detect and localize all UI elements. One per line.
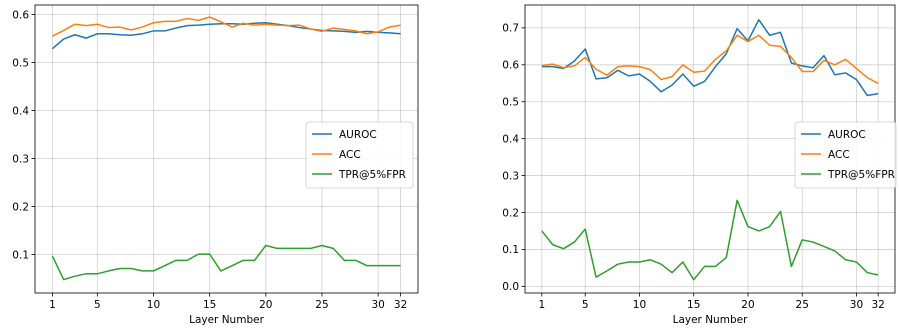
legend-label: ACC bbox=[339, 149, 361, 161]
x-tick-label: 10 bbox=[147, 299, 160, 311]
legend-label: TPR@5%FPR bbox=[827, 169, 895, 181]
y-tick-label: 0.6 bbox=[12, 9, 29, 21]
x-tick-label: 1 bbox=[49, 299, 56, 311]
legend-box bbox=[305, 121, 414, 189]
x-tick-label: 25 bbox=[796, 299, 809, 311]
series-line-acc bbox=[52, 16, 401, 37]
x-tick-label: 15 bbox=[687, 299, 700, 311]
legend-box bbox=[794, 121, 897, 189]
x-tick-label: 25 bbox=[315, 299, 328, 311]
y-tick-label: 0.3 bbox=[12, 153, 29, 165]
series-line-auroc bbox=[541, 19, 879, 97]
series-line-tpr-5-fpr bbox=[541, 199, 879, 281]
y-tick-label: 0.7 bbox=[502, 23, 519, 35]
series-line-tpr-5-fpr bbox=[51, 244, 401, 281]
x-axis-label: Layer Number bbox=[189, 314, 264, 326]
series-line-acc bbox=[541, 34, 879, 84]
legend-label: ACC bbox=[828, 149, 850, 161]
y-tick-label: 0.2 bbox=[12, 201, 29, 213]
y-tick-label: 0.3 bbox=[502, 170, 519, 182]
x-tick-label: 10 bbox=[633, 299, 646, 311]
y-tick-label: 0.4 bbox=[12, 105, 29, 117]
x-tick-label: 5 bbox=[94, 299, 101, 311]
legend: AUROC ACC TPR@5%FPR bbox=[305, 121, 414, 189]
y-tick-label: 0.6 bbox=[502, 60, 519, 72]
x-tick-label: 1 bbox=[538, 299, 545, 311]
x-tick-label: 20 bbox=[741, 299, 754, 311]
y-tick-label: 0.4 bbox=[502, 133, 519, 145]
y-tick-label: 0.5 bbox=[12, 57, 29, 69]
x-tick-label: 30 bbox=[371, 299, 384, 311]
x-tick-label: 32 bbox=[871, 299, 884, 311]
y-tick-label: 0.1 bbox=[12, 249, 29, 261]
x-tick-label: 30 bbox=[850, 299, 863, 311]
x-tick-label: 32 bbox=[394, 299, 407, 311]
y-tick-label: 0.0 bbox=[502, 281, 519, 293]
legend-label: TPR@5%FPR bbox=[338, 169, 406, 181]
y-tick-label: 0.1 bbox=[502, 244, 519, 256]
x-tick-label: 20 bbox=[259, 299, 272, 311]
x-tick-label: 15 bbox=[203, 299, 216, 311]
y-tick-label: 0.5 bbox=[502, 97, 519, 109]
legend-label: AUROC bbox=[339, 129, 377, 141]
legend-label: AUROC bbox=[828, 129, 866, 141]
x-tick-label: 5 bbox=[582, 299, 589, 311]
y-tick-label: 0.2 bbox=[502, 207, 519, 219]
axes-frame bbox=[34, 4, 419, 294]
x-axis-label: Layer Number bbox=[673, 314, 748, 326]
legend: AUROC ACC TPR@5%FPR bbox=[794, 121, 897, 189]
chart-panel-right: 1 5 10 15 20 25 30 320.00.10.20.30.40.50.60.7La… bbox=[502, 4, 897, 326]
